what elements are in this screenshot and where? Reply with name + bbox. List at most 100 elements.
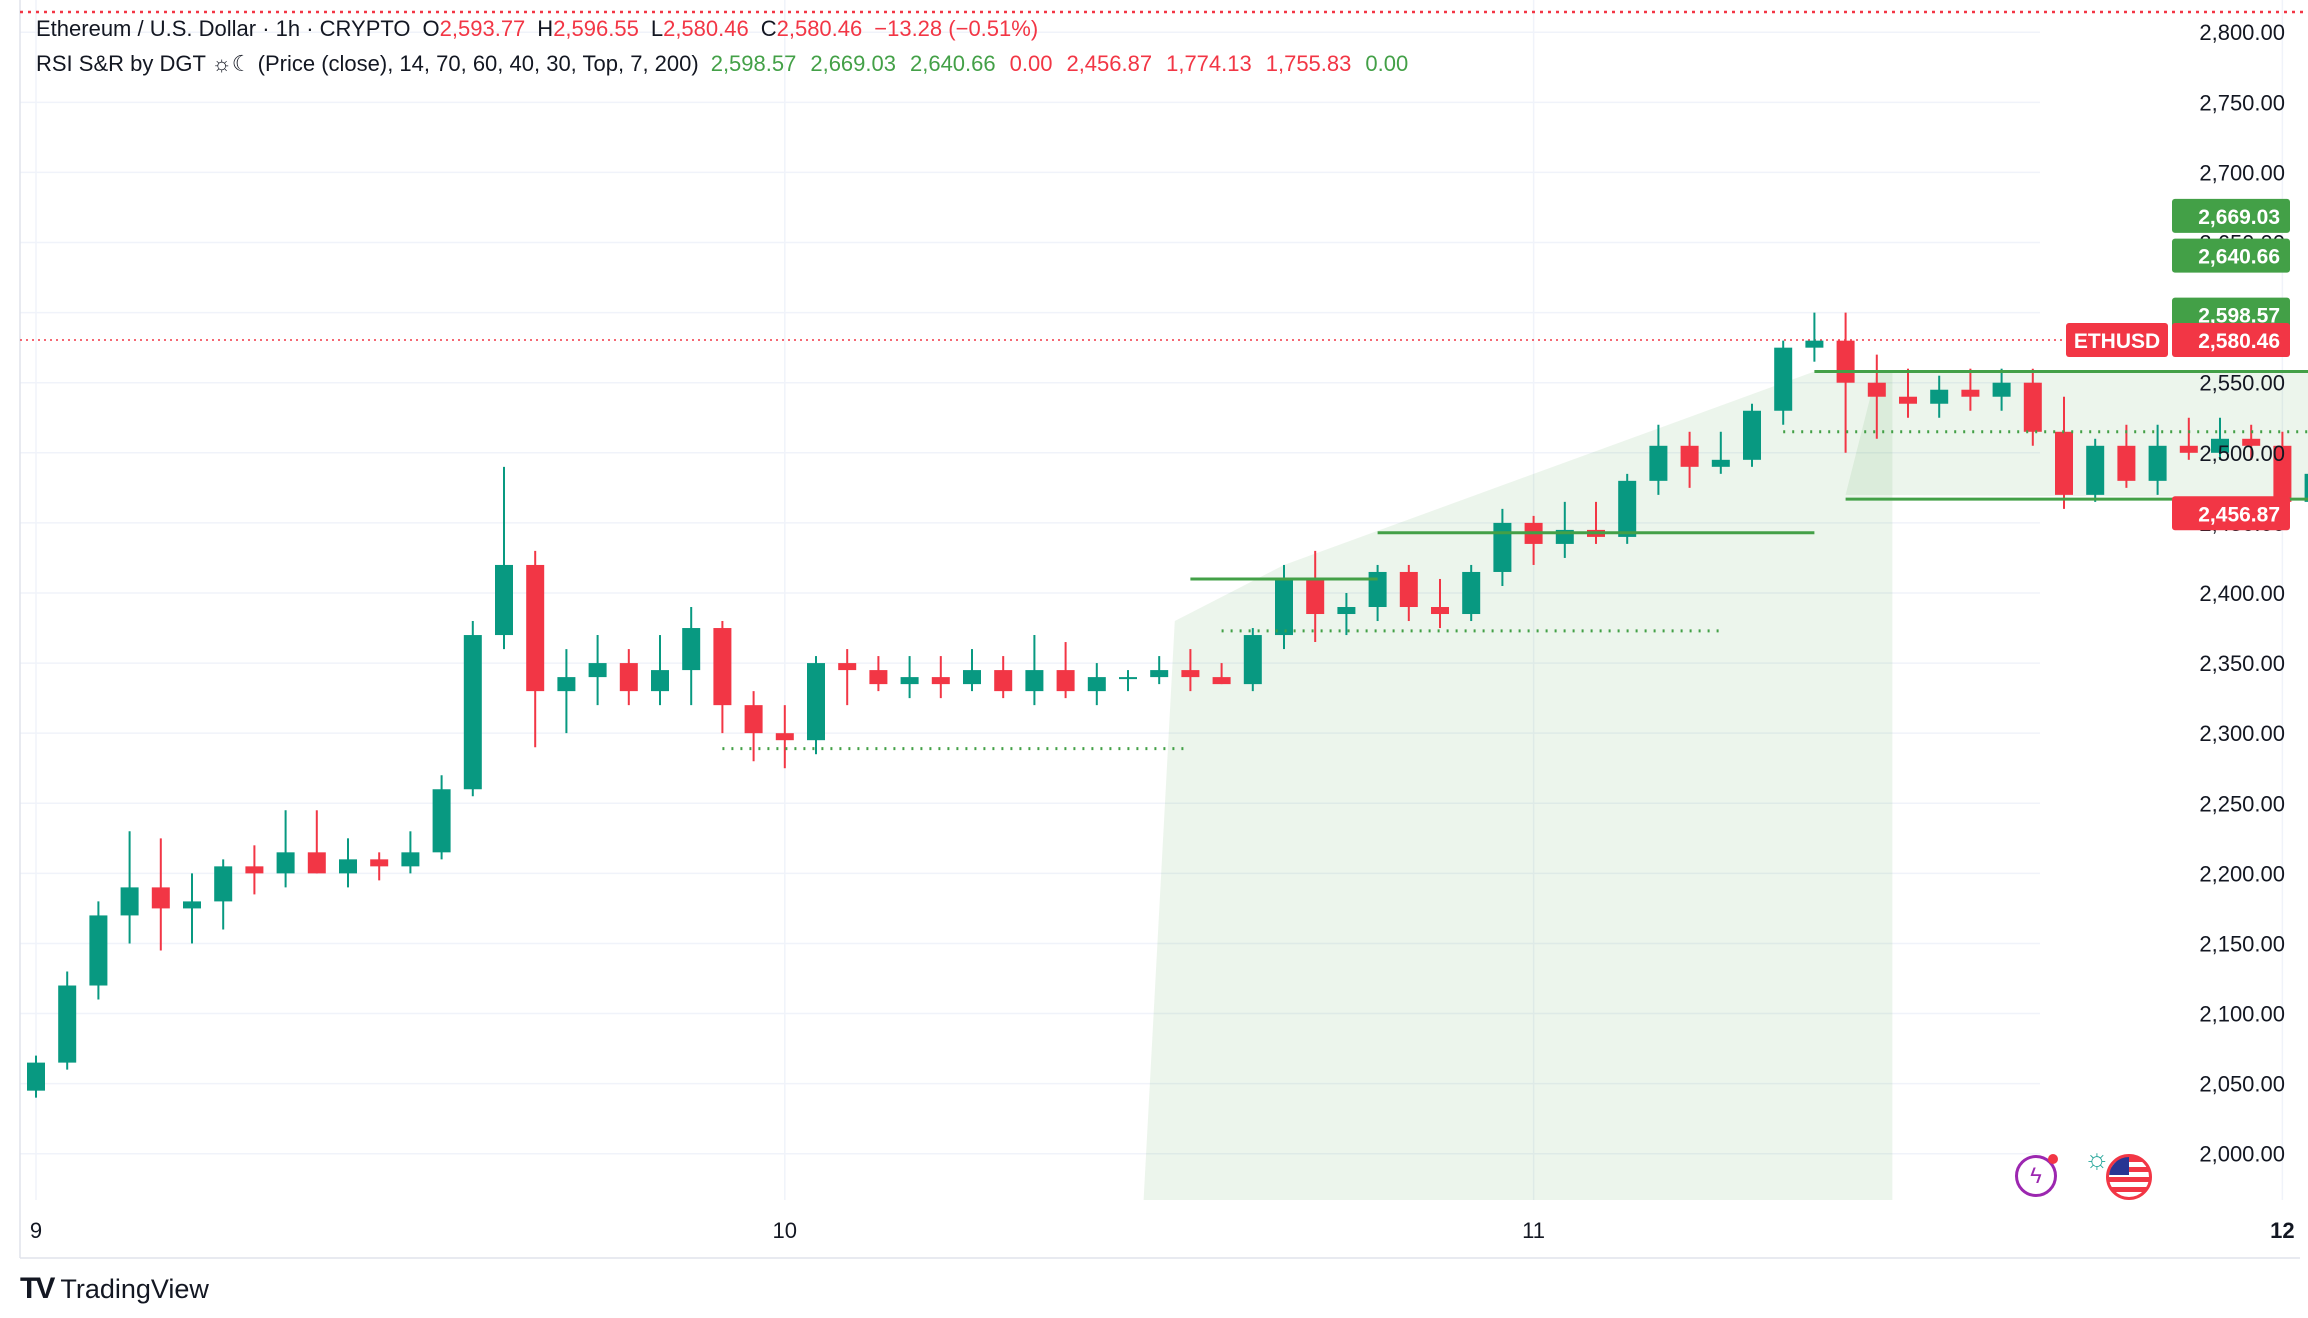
candle[interactable] — [807, 656, 825, 755]
candle[interactable] — [994, 656, 1013, 699]
candle[interactable] — [1150, 656, 1169, 685]
sr-zone — [1143, 371, 1893, 1200]
candle[interactable] — [2179, 417, 2198, 460]
candle[interactable] — [900, 656, 919, 699]
price-tick-label: 2,050.00 — [2199, 1072, 2285, 1097]
candle[interactable] — [775, 705, 794, 769]
candle[interactable] — [1431, 578, 1449, 629]
candle-body — [276, 852, 295, 874]
candle[interactable] — [526, 550, 545, 748]
candle[interactable] — [1181, 649, 1200, 692]
candle[interactable] — [339, 838, 357, 888]
indicator-values: 2,598.57 2,669.03 2,640.66 0.00 2,456.87 1,77… — [711, 51, 1423, 76]
candle[interactable] — [1493, 508, 1512, 586]
candle[interactable] — [370, 852, 389, 881]
candle[interactable] — [1462, 564, 1481, 622]
candle[interactable] — [183, 873, 201, 944]
candle[interactable] — [1337, 592, 1356, 636]
sun-icon[interactable]: ☼ — [2084, 1143, 2110, 1174]
price-badge-text: 2,669.03 — [2198, 206, 2280, 229]
candle[interactable] — [151, 838, 170, 951]
candle[interactable] — [1743, 403, 1761, 467]
candle[interactable] — [588, 635, 607, 706]
candle[interactable] — [58, 971, 77, 1070]
candle[interactable] — [869, 656, 888, 692]
candle[interactable] — [931, 656, 950, 699]
indicator-value: 0.00 — [1365, 51, 1409, 76]
candle[interactable] — [682, 607, 701, 706]
candle[interactable] — [245, 845, 264, 895]
price-axis[interactable]: 2,000.00 2,050.00 2,100.00 2,150.00 2,200.00… — [2199, 20, 2285, 1166]
candle[interactable] — [307, 810, 326, 874]
candle-body — [2242, 438, 2261, 446]
candle[interactable] — [401, 831, 420, 874]
candle[interactable] — [2086, 438, 2105, 502]
candle-body — [651, 670, 669, 692]
candle[interactable] — [495, 466, 513, 650]
candle[interactable] — [1961, 368, 1980, 411]
indicator-value: 1,774.13 — [1166, 51, 1252, 76]
candle[interactable] — [463, 621, 482, 797]
candle[interactable] — [1306, 550, 1325, 643]
candle[interactable] — [120, 831, 139, 944]
candle[interactable] — [1119, 670, 1137, 692]
candle-body — [1493, 522, 1512, 572]
candle[interactable] — [1680, 431, 1699, 488]
candle-body — [1119, 677, 1137, 680]
symbol-title[interactable]: Ethereum / U.S. Dollar · 1h · CRYPTO — [36, 16, 411, 41]
candle[interactable] — [1711, 431, 1730, 474]
candle[interactable] — [2055, 396, 2073, 509]
candle-body — [1399, 571, 1418, 608]
candle-body — [557, 677, 576, 692]
candle[interactable] — [1992, 368, 2011, 411]
candle-body — [775, 733, 794, 741]
tradingview-logo[interactable]: TV TradingView — [20, 1272, 209, 1306]
candle[interactable] — [963, 649, 981, 692]
candle[interactable] — [713, 621, 732, 734]
candle-body — [1649, 445, 1668, 481]
candle[interactable] — [2304, 467, 2308, 523]
candle-body — [2117, 445, 2136, 481]
candle[interactable] — [1649, 424, 1668, 495]
price-badge-box — [2172, 198, 2290, 233]
candle[interactable] — [838, 649, 857, 706]
lightning-icon[interactable]: ϟ — [2015, 1154, 2058, 1197]
time-axis[interactable]: 9101112131415 — [30, 1218, 2308, 1243]
candle[interactable] — [1212, 663, 1231, 685]
candle[interactable] — [1025, 635, 1044, 706]
candle-body — [994, 670, 1013, 692]
candle[interactable] — [276, 810, 295, 888]
candle[interactable] — [214, 859, 233, 930]
candle-body — [838, 663, 857, 671]
candle[interactable] — [1774, 340, 1793, 425]
symbol-badge-box — [2066, 323, 2168, 358]
candle[interactable] — [744, 691, 763, 762]
candle[interactable] — [2148, 424, 2167, 495]
tradingview-logo-icon: TV — [20, 1272, 55, 1305]
candle[interactable] — [89, 901, 108, 1000]
candle[interactable] — [1805, 312, 1824, 362]
candle[interactable] — [2117, 424, 2136, 488]
candle-body — [370, 859, 389, 867]
candle[interactable] — [432, 775, 451, 860]
candle-body — [1805, 340, 1824, 348]
candle[interactable] — [1368, 564, 1387, 622]
indicator-title[interactable]: RSI S&R by DGT ☼☾ (Price (close), 14, 70… — [36, 51, 699, 76]
candle[interactable] — [651, 635, 669, 706]
candle[interactable] — [1087, 663, 1106, 706]
candle[interactable] — [1930, 375, 1949, 418]
candle[interactable] — [1867, 354, 1886, 439]
candle-body — [1743, 410, 1761, 460]
candle[interactable] — [1056, 642, 1075, 699]
candle[interactable] — [27, 1055, 45, 1098]
us-flag-icon[interactable] — [2106, 1154, 2152, 1200]
candle[interactable] — [1243, 628, 1262, 692]
candle[interactable] — [1899, 368, 1917, 418]
candle[interactable] — [2023, 368, 2042, 446]
candle[interactable] — [2211, 417, 2229, 460]
candle[interactable] — [619, 649, 638, 706]
price-badge: 2,580.46 ETHUSD — [2066, 323, 2290, 358]
candle[interactable] — [557, 649, 576, 734]
candle[interactable] — [1399, 564, 1418, 622]
